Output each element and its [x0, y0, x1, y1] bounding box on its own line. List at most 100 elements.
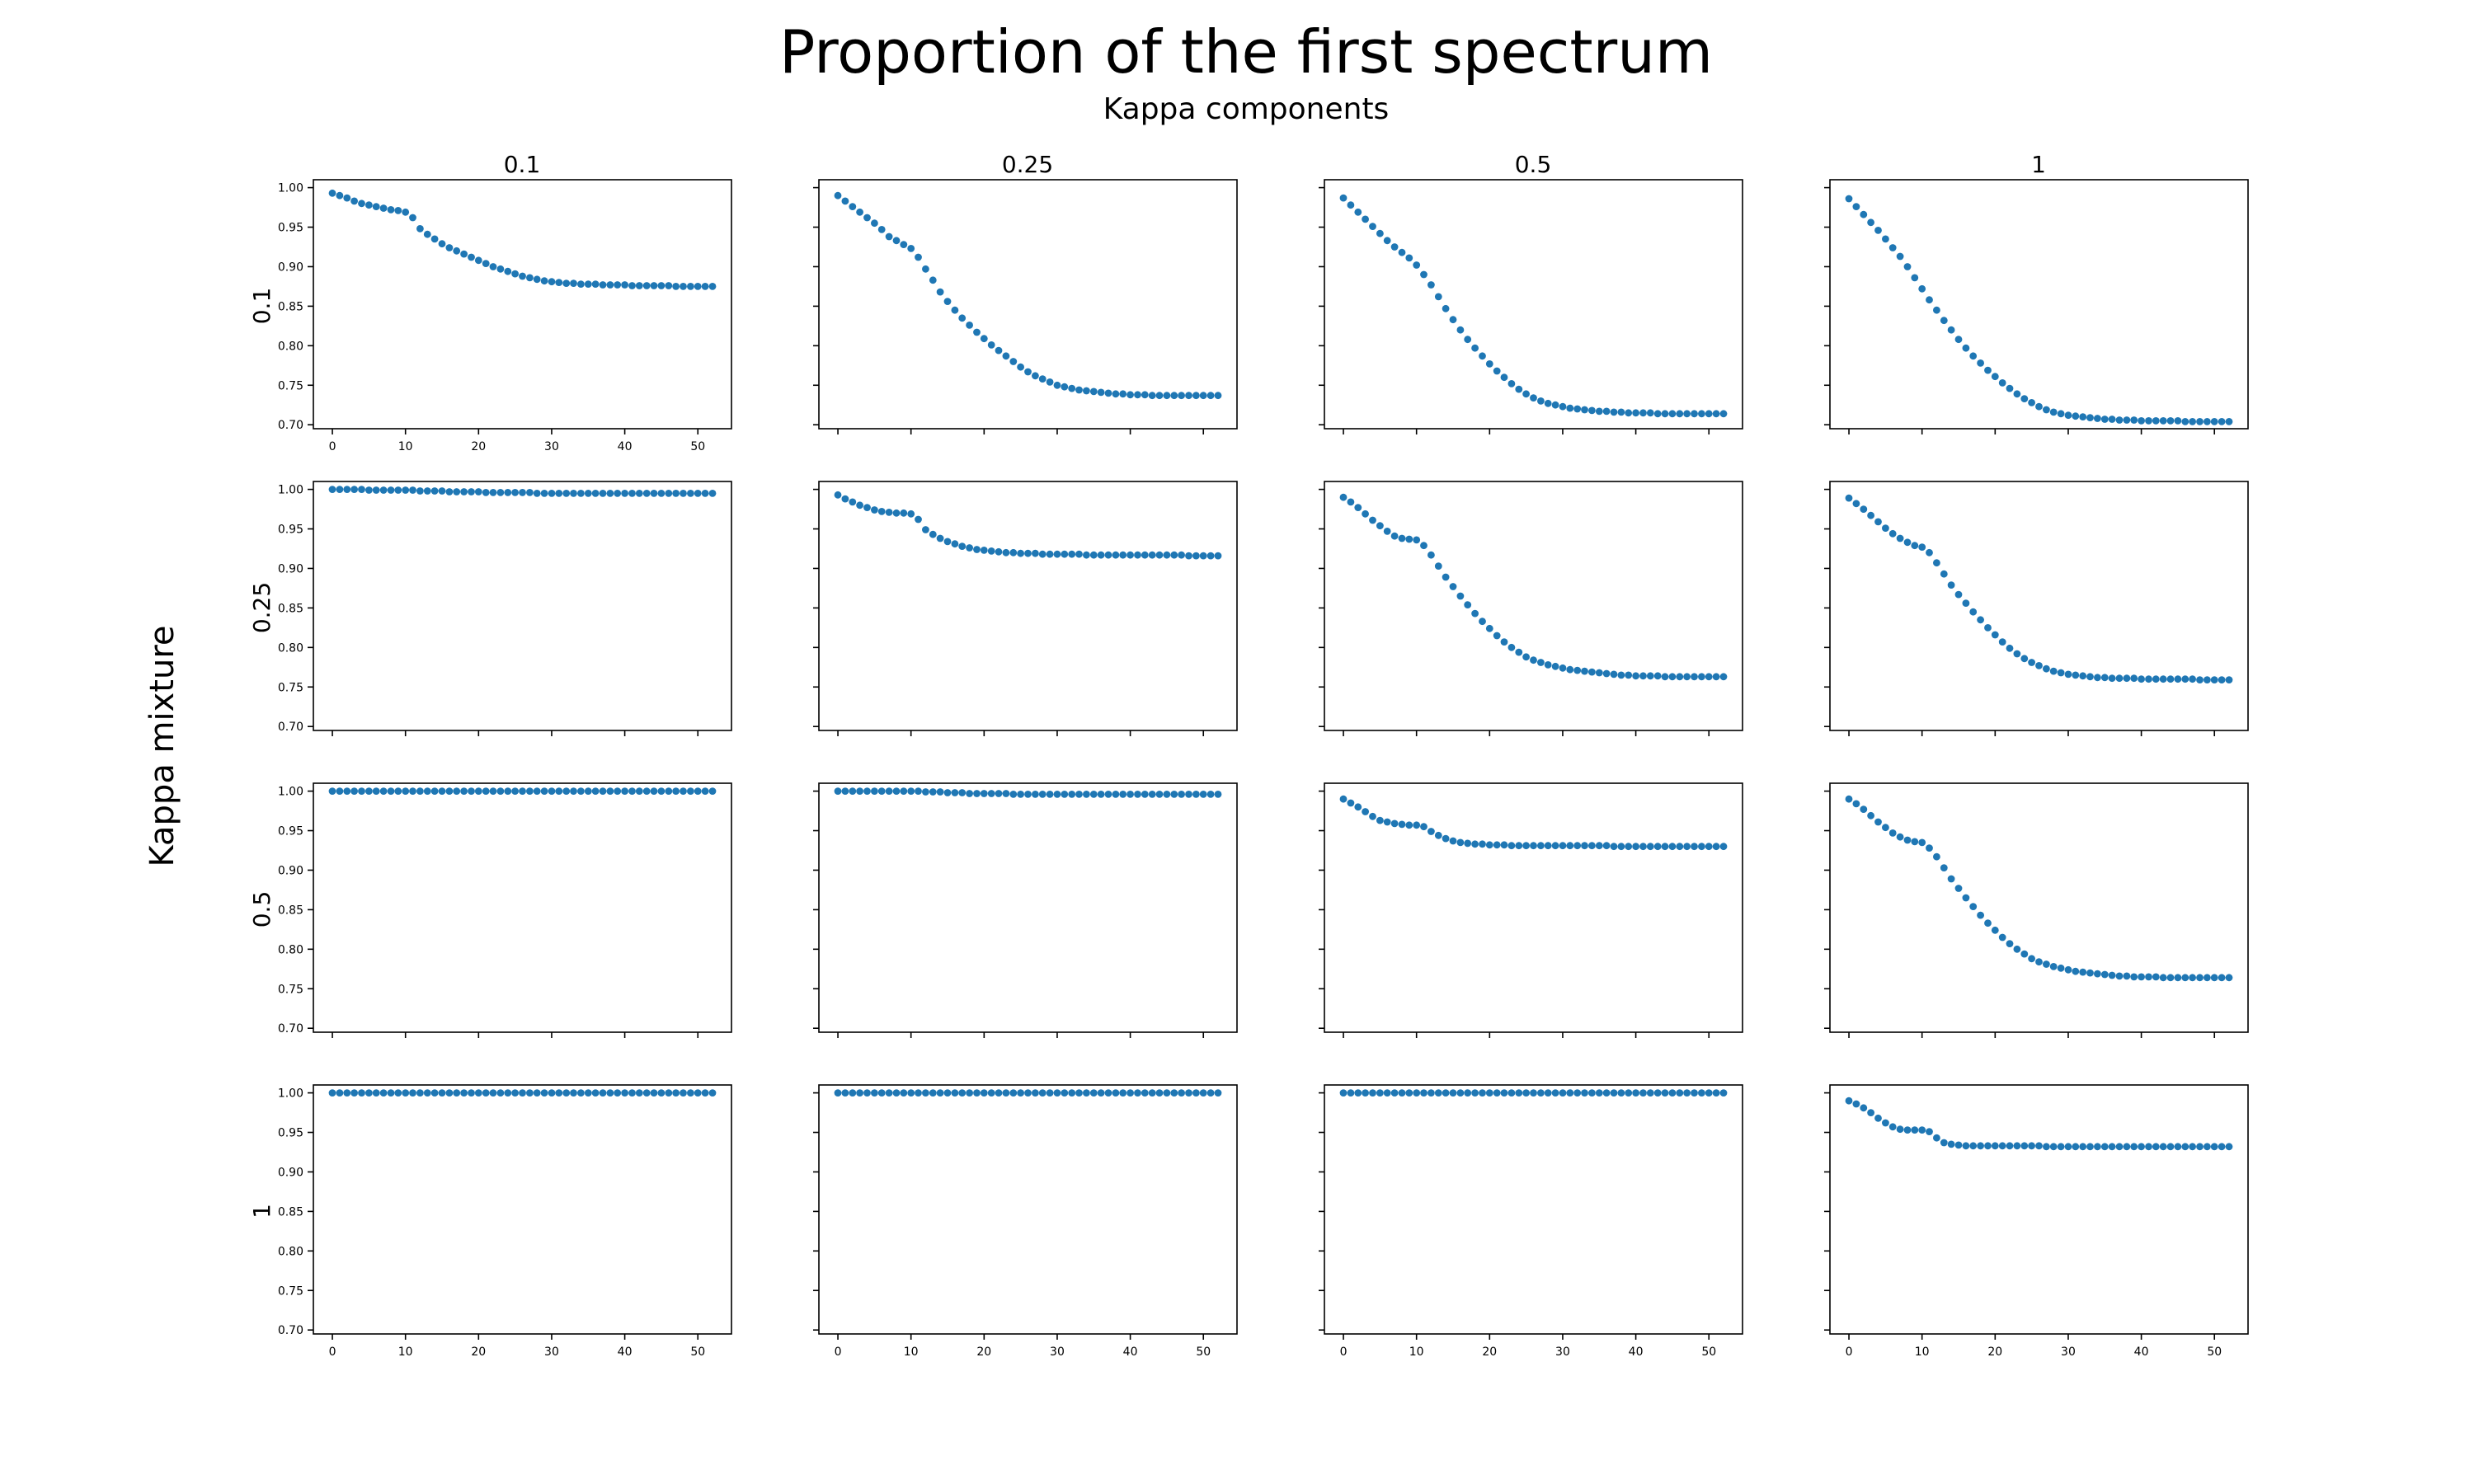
data-point	[1053, 550, 1061, 558]
data-point	[526, 274, 534, 282]
data-point	[973, 328, 981, 336]
data-point	[2218, 418, 2226, 425]
data-point	[562, 490, 571, 497]
data-point	[849, 203, 857, 211]
data-point	[1845, 195, 1853, 203]
data-point	[1661, 843, 1669, 851]
data-point	[1192, 392, 1200, 400]
data-point	[929, 276, 937, 284]
data-point	[1493, 1089, 1501, 1097]
data-point	[1874, 1114, 1882, 1122]
data-point	[2152, 973, 2160, 981]
data-point	[343, 787, 351, 795]
data-point	[1347, 201, 1355, 209]
data-point	[1449, 583, 1457, 590]
data-point	[1141, 551, 1149, 559]
data-point	[841, 787, 849, 795]
data-point	[519, 272, 526, 280]
data-point	[1075, 550, 1083, 558]
data-point	[2064, 965, 2072, 974]
data-point	[1500, 1089, 1508, 1097]
data-point	[1625, 671, 1633, 679]
data-point	[1984, 624, 1992, 632]
data-point	[423, 787, 431, 795]
data-point	[708, 787, 717, 795]
data-point	[2079, 968, 2087, 976]
data-point	[1522, 1089, 1530, 1097]
data-point	[1977, 1142, 1985, 1150]
data-point	[1148, 1089, 1156, 1097]
data-point	[350, 1089, 358, 1097]
y-tick-label: 1.00	[278, 484, 303, 497]
data-point	[599, 281, 607, 289]
data-point	[336, 1089, 344, 1097]
data-point	[1698, 843, 1705, 851]
data-point	[1691, 1089, 1698, 1097]
data-point	[1530, 394, 1537, 402]
data-point	[468, 1089, 475, 1097]
data-point	[2218, 974, 2226, 982]
data-point	[2072, 967, 2080, 975]
data-point	[694, 490, 702, 497]
data-point	[2020, 395, 2029, 402]
data-point	[973, 1089, 981, 1097]
data-point	[2225, 676, 2233, 683]
data-point	[1544, 399, 1552, 407]
data-point	[416, 225, 424, 232]
data-point	[951, 1089, 959, 1097]
data-point	[929, 788, 937, 796]
data-point	[1178, 551, 1185, 559]
data-point	[1383, 528, 1391, 535]
data-point	[1046, 791, 1054, 798]
x-tick-label: 0	[1340, 1345, 1348, 1359]
data-point	[834, 191, 842, 200]
data-point	[1962, 599, 1970, 607]
column-label-1: 0.1	[504, 151, 541, 178]
data-point	[2028, 659, 2036, 666]
data-point	[1427, 551, 1435, 559]
data-point	[1362, 808, 1369, 815]
data-point	[1339, 1089, 1348, 1097]
data-point	[1192, 552, 1200, 560]
data-point	[1083, 1089, 1090, 1097]
data-point	[2189, 1143, 2197, 1151]
data-point	[1653, 1089, 1662, 1097]
data-point	[1493, 632, 1501, 640]
data-point	[1544, 661, 1552, 669]
data-point	[665, 490, 673, 497]
data-point	[1918, 543, 1926, 551]
data-point	[1192, 791, 1200, 798]
row-label-4: 1	[248, 1204, 275, 1219]
data-point	[1369, 516, 1376, 524]
data-point	[409, 214, 416, 222]
data-point	[628, 1089, 636, 1097]
data-point	[856, 501, 863, 510]
data-point	[2159, 417, 2167, 425]
data-point	[980, 547, 988, 554]
data-point	[2218, 1143, 2226, 1151]
data-point	[1155, 1089, 1164, 1097]
data-point	[907, 787, 915, 795]
data-point	[350, 486, 358, 493]
data-point	[1719, 673, 1728, 681]
data-point	[1962, 1142, 1970, 1150]
data-point	[2152, 1143, 2160, 1151]
data-point	[1199, 552, 1207, 560]
data-point	[1668, 410, 1677, 418]
data-point	[657, 282, 666, 289]
data-point	[1214, 1089, 1222, 1097]
data-point	[1148, 551, 1156, 559]
data-point	[2196, 1143, 2204, 1151]
data-point	[922, 788, 929, 796]
data-point	[1185, 552, 1192, 560]
data-point	[533, 490, 541, 497]
data-point	[599, 1089, 607, 1097]
data-point	[672, 283, 680, 290]
data-point	[2174, 1143, 2182, 1151]
data-point	[2181, 974, 2189, 982]
data-point	[621, 787, 628, 795]
data-point	[1617, 671, 1625, 679]
data-point	[1602, 1089, 1611, 1097]
y-tick-label: 0.80	[278, 943, 303, 956]
data-point	[1705, 673, 1713, 681]
